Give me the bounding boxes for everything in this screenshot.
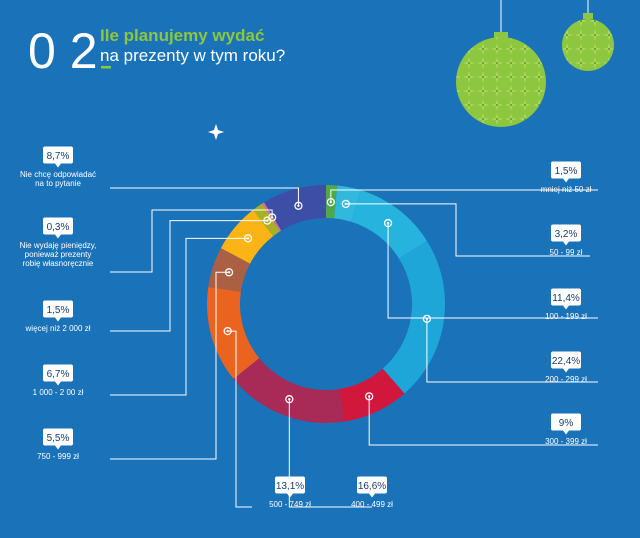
slice-marker-icon (285, 395, 294, 404)
value-label: 9% (559, 418, 574, 429)
slice-marker-icon (243, 234, 253, 243)
leader-line-12 (110, 187, 303, 210)
slice-labels: 1,5% mniej niż 50 zł 3,2% 50 - 99 zł 11,4% 10… (20, 146, 592, 509)
category-label: 750 - 999 zł (37, 452, 79, 461)
value-badge-7: 13,1% (275, 476, 305, 498)
section-number: 0 2 (28, 23, 98, 79)
value-badge-8: 5,5% (43, 428, 73, 450)
value-label: 3,2% (555, 229, 578, 240)
slice-4 (382, 240, 446, 394)
ornament-bauble-large-icon (456, 0, 546, 127)
leader-line-4 (422, 314, 598, 383)
value-label: 22,4% (552, 356, 580, 367)
value-badge-5: 9% (551, 413, 581, 435)
slice-marker-icon (223, 326, 232, 336)
category-label: Nie wydaję pieniędzy, ponieważ prezenty ro… (20, 241, 97, 268)
slice-marker-icon (422, 314, 432, 324)
category-label: 200 - 299 zł (545, 375, 587, 384)
slice-marker-icon (267, 213, 277, 222)
category-label: 300 - 399 zł (545, 437, 587, 446)
leader-line-9 (110, 234, 253, 396)
slice-marker-icon (341, 199, 350, 209)
value-label: 1,5% (47, 305, 70, 316)
value-badge-9: 6,7% (43, 364, 73, 386)
category-label: mniej niż 50 zł (541, 185, 592, 194)
value-badge-11: 0,3% (43, 217, 73, 239)
leader-line-5 (365, 392, 598, 446)
page-title-line2: na prezenty w tym roku? (100, 46, 285, 65)
value-badge-10: 1,5% (43, 300, 73, 322)
value-badge-2: 3,2% (551, 224, 581, 246)
value-badge-6: 16,6% (357, 476, 387, 498)
leader-line-11 (110, 209, 277, 273)
ornament-bauble-small-icon (562, 0, 614, 71)
leader-line-8 (110, 268, 234, 460)
value-label: 13,1% (276, 481, 304, 492)
slice-marker-icon (383, 218, 393, 228)
category-label: 400 - 499 zł (351, 500, 393, 509)
category-label: 1 000 - 2 00 zł (33, 388, 84, 397)
slice-6 (233, 358, 345, 423)
slice-marker-icon (326, 197, 335, 207)
page-title-line1: Ile planujemy wydać (100, 26, 264, 45)
slice-7 (206, 287, 260, 379)
value-label: 0,3% (47, 222, 70, 233)
category-label: 500 - 749 zł (269, 500, 311, 509)
value-label: 11,4% (552, 293, 580, 304)
value-badge-1: 1,5% (551, 161, 581, 183)
category-label: 100 - 199 zł (545, 312, 587, 321)
sparkle-icon (208, 124, 224, 140)
slice-9 (220, 210, 274, 264)
category-label: 50 - 99 zł (550, 248, 583, 257)
leader-lines (110, 187, 598, 508)
leader-line-1 (326, 189, 598, 207)
leader-line-6 (285, 395, 372, 508)
slice-3 (351, 190, 427, 259)
slice-marker-icon (224, 268, 234, 277)
leader-line-2 (341, 199, 590, 257)
slice-marker-icon (294, 201, 303, 210)
title-accent-bar (101, 66, 111, 69)
category-label: Nie chcę odpowiadać na to pytanie (20, 170, 96, 188)
value-label: 8,7% (47, 151, 70, 162)
category-label: więcej niż 2 000 zł (25, 324, 91, 333)
leader-line-7 (223, 326, 252, 508)
leader-line-3 (383, 218, 598, 319)
slice-marker-icon (365, 392, 374, 401)
value-badge-12: 8,7% (43, 146, 73, 168)
slice-8 (208, 248, 251, 292)
value-label: 16,6% (358, 481, 386, 492)
value-badge-4: 22,4% (551, 351, 581, 373)
value-label: 5,5% (47, 433, 70, 444)
value-label: 1,5% (555, 166, 578, 177)
value-badge-3: 11,4% (551, 288, 581, 310)
value-label: 6,7% (47, 369, 70, 380)
